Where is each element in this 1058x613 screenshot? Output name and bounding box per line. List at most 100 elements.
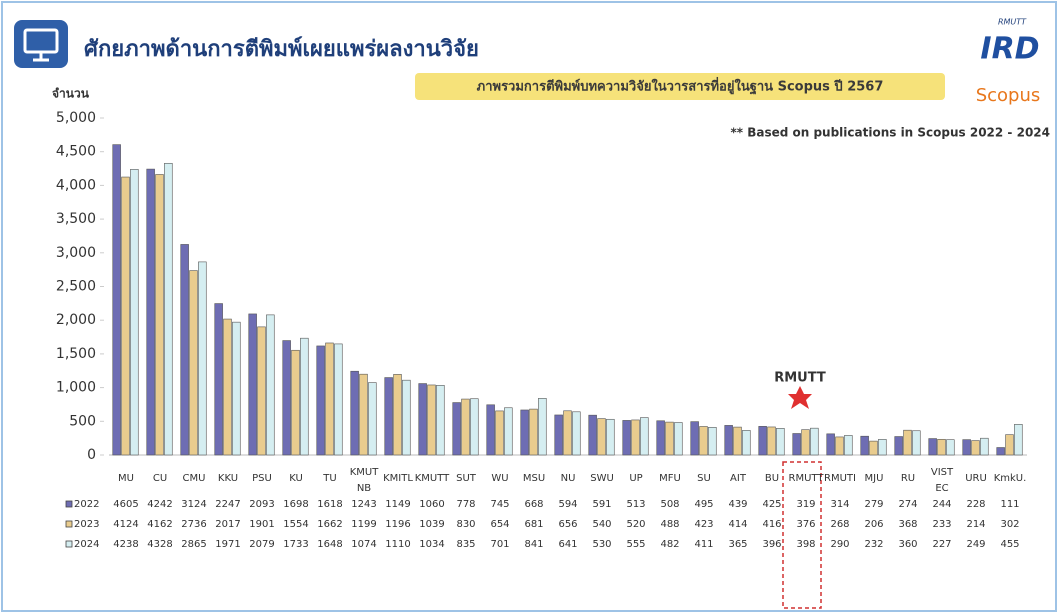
bar (1005, 434, 1014, 456)
bar (130, 169, 139, 456)
bar (810, 427, 819, 456)
table-value: 3124 (181, 499, 206, 510)
x-tick-label: RMUTI (824, 473, 856, 484)
table-value: 1074 (351, 539, 376, 550)
table-value: 540 (592, 519, 611, 530)
table-value: 1733 (283, 539, 308, 550)
annotation: RMUTT (774, 371, 826, 386)
y-axis-label: จำนวน (52, 87, 90, 101)
x-tick-label: VIST EC (931, 467, 954, 494)
table-value: 482 (660, 539, 679, 550)
bar (427, 384, 436, 456)
bar (504, 407, 513, 456)
bar (112, 144, 121, 456)
table-value: 414 (728, 519, 747, 530)
bar (826, 433, 835, 456)
table-value: 4124 (113, 519, 138, 530)
table-value: 455 (1000, 539, 1019, 550)
table-value: 668 (524, 499, 543, 510)
table-value: 416 (762, 519, 781, 530)
x-tick-label: MJU (865, 473, 884, 484)
y-tick-label: 4,000 (56, 177, 96, 193)
bar (529, 408, 538, 456)
table-value: 214 (966, 519, 985, 530)
bar (198, 261, 207, 456)
table-value: 513 (626, 499, 645, 510)
table-value: 1618 (317, 499, 342, 510)
table-value: 656 (558, 519, 577, 530)
table-value: 411 (694, 539, 713, 550)
legend-swatch (65, 500, 73, 508)
table-value: 1901 (249, 519, 274, 530)
table-value: 1039 (419, 519, 444, 530)
table-value: 841 (524, 539, 543, 550)
bar (971, 440, 980, 456)
x-tick-label: UP (629, 473, 642, 484)
bar (776, 428, 785, 456)
bar (418, 383, 427, 456)
table-value: 423 (694, 519, 713, 530)
x-tick-label: TU (322, 473, 336, 484)
table-value: 1110 (385, 539, 410, 550)
subtitle-box (415, 73, 945, 100)
x-tick-label: AIT (730, 473, 747, 484)
table-value: 368 (898, 519, 917, 530)
bar (300, 337, 309, 456)
table-value: 4242 (147, 499, 172, 510)
bar (699, 426, 708, 456)
table-value: 279 (864, 499, 883, 510)
bar (631, 419, 640, 456)
table-value: 302 (1000, 519, 1019, 530)
table-value: 396 (762, 539, 781, 550)
table-value: 495 (694, 499, 713, 510)
table-value: 376 (796, 519, 815, 530)
bar (1014, 424, 1023, 456)
table-value: 1698 (283, 499, 308, 510)
bar (554, 414, 563, 456)
table-value: 1196 (385, 519, 410, 530)
x-tick-label: PSU (252, 473, 272, 484)
bar (767, 426, 776, 456)
bar (801, 429, 810, 456)
x-tick-label: CMU (183, 473, 206, 484)
subtitle: ภาพรวมการตีพิมพ์บทความวิจัยในวารสารที่อย… (477, 77, 884, 96)
table-value: 4605 (113, 499, 138, 510)
bar (266, 314, 275, 456)
bar (248, 313, 257, 456)
bar (461, 398, 470, 456)
table-value: 206 (864, 519, 883, 530)
bar (384, 377, 393, 456)
table-value: 228 (966, 499, 985, 510)
bar (368, 382, 377, 456)
table-value: 2736 (181, 519, 206, 530)
table-value: 425 (762, 499, 781, 510)
y-tick-label: 1,500 (56, 346, 96, 362)
x-tick-label: MFU (659, 473, 681, 484)
table-value: 1199 (351, 519, 376, 530)
table-value: 1648 (317, 539, 342, 550)
x-tick-label: NU (561, 473, 576, 484)
bar (121, 176, 130, 456)
table-value: 1243 (351, 499, 376, 510)
bar (980, 437, 989, 456)
table-value: 1554 (283, 519, 308, 530)
bar (486, 404, 495, 456)
table-value: 319 (796, 499, 815, 510)
x-tick-label: KMITL (383, 473, 413, 484)
x-tick-label: RU (901, 473, 915, 484)
table-value: 4328 (147, 539, 172, 550)
table-value: 830 (456, 519, 475, 530)
table-value: 654 (490, 519, 509, 530)
bar (928, 438, 937, 456)
y-tick-label: 5,000 (56, 110, 96, 126)
x-tick-label: MU (118, 473, 134, 484)
table-value: 1662 (317, 519, 342, 530)
table-value: 398 (796, 539, 815, 550)
x-tick-label: WU (491, 473, 508, 484)
bar (520, 409, 529, 456)
bar (538, 398, 547, 456)
x-tick-label: KMUTT (415, 473, 450, 484)
table-value: 530 (592, 539, 611, 550)
x-tick-label: BU (765, 473, 779, 484)
